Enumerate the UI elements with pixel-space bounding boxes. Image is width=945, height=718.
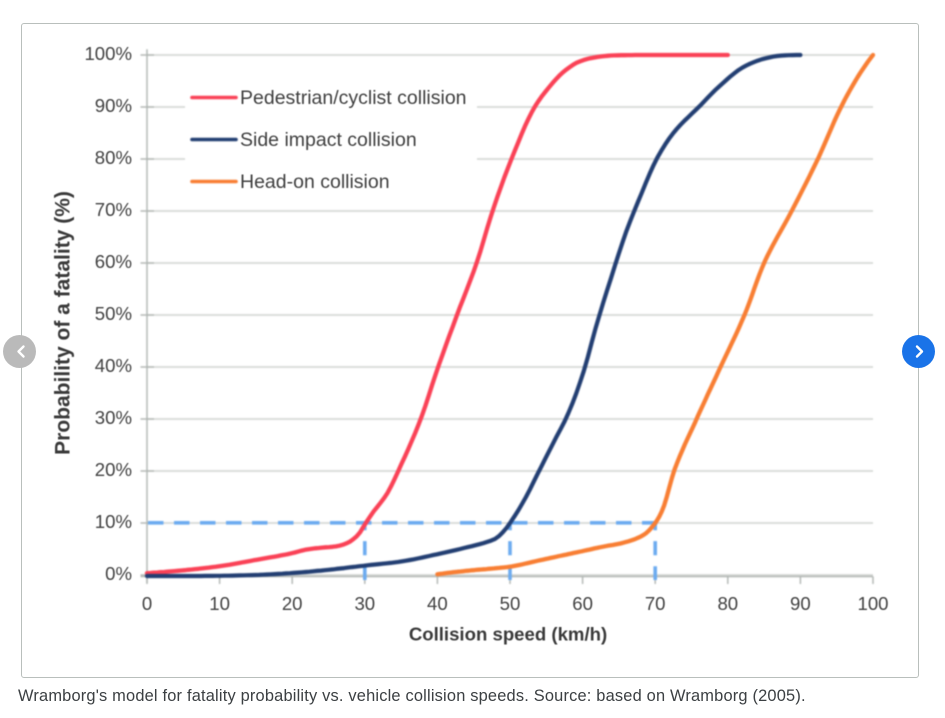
svg-text:Probability of a fatality (%): Probability of a fatality (%) <box>52 191 75 455</box>
svg-text:80: 80 <box>717 593 738 614</box>
svg-text:100: 100 <box>857 593 888 614</box>
svg-text:60%: 60% <box>95 251 132 272</box>
svg-text:20%: 20% <box>95 459 132 480</box>
svg-text:90%: 90% <box>95 95 132 116</box>
svg-text:80%: 80% <box>95 147 132 168</box>
svg-text:Head-on collision: Head-on collision <box>240 171 390 193</box>
svg-text:90: 90 <box>790 593 811 614</box>
svg-text:100%: 100% <box>84 43 132 64</box>
svg-text:40%: 40% <box>95 355 132 376</box>
svg-text:Side impact collision: Side impact collision <box>240 129 417 151</box>
svg-text:30: 30 <box>354 593 375 614</box>
svg-text:0%: 0% <box>105 563 132 584</box>
svg-text:60: 60 <box>572 593 593 614</box>
svg-text:10%: 10% <box>95 511 132 532</box>
svg-text:Pedestrian/cyclist collision: Pedestrian/cyclist collision <box>240 87 467 109</box>
svg-text:50: 50 <box>500 593 521 614</box>
svg-text:Collision speed (km/h): Collision speed (km/h) <box>409 624 607 645</box>
svg-text:30%: 30% <box>95 407 132 428</box>
svg-text:40: 40 <box>427 593 448 614</box>
svg-text:70: 70 <box>645 593 666 614</box>
svg-text:20: 20 <box>282 593 303 614</box>
svg-text:10: 10 <box>209 593 230 614</box>
svg-text:50%: 50% <box>95 303 132 324</box>
svg-text:0: 0 <box>142 593 152 614</box>
svg-text:70%: 70% <box>95 199 132 220</box>
